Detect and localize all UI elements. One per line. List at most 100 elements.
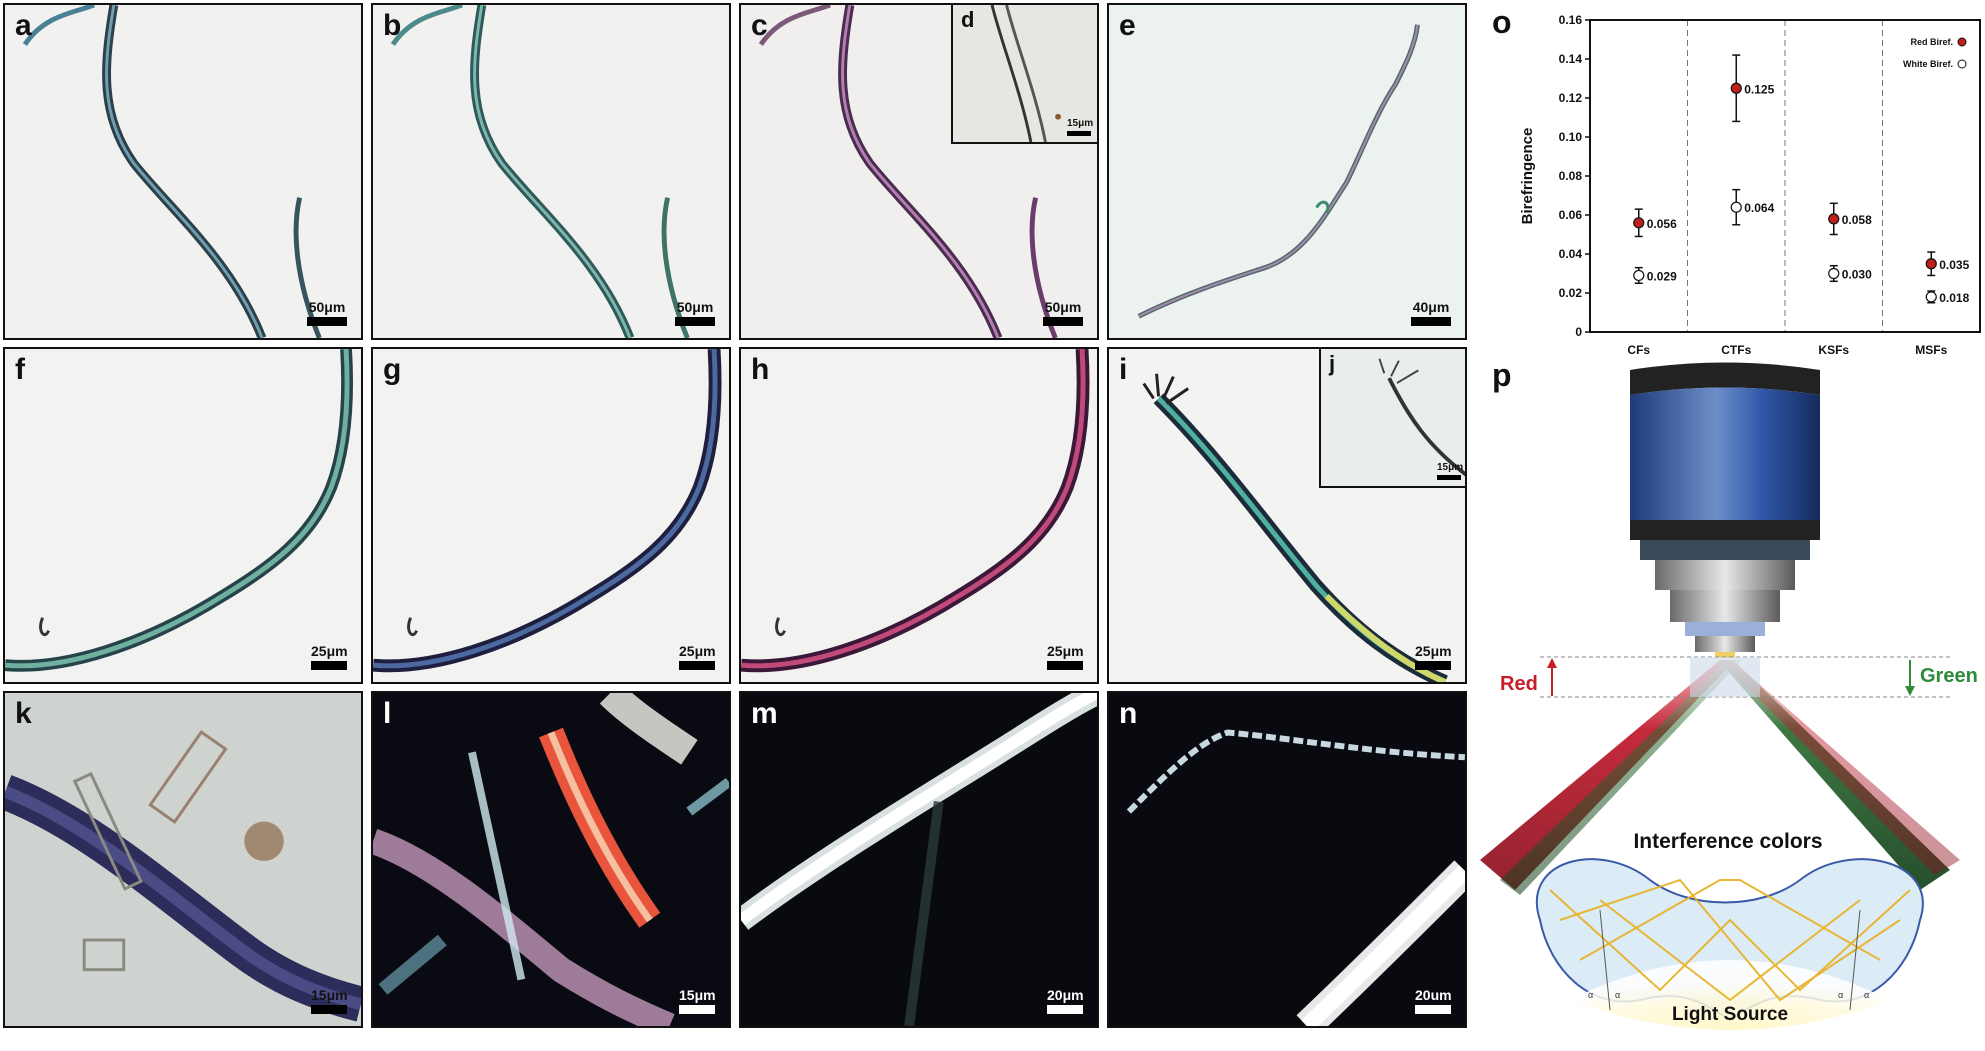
y-tick-label: 0.06 [1559,208,1583,222]
polarized-microscope-diagram: Red Green Interference colors α α α α Li… [1480,362,1978,1030]
panel-label: h [751,353,770,386]
light-source-label: Light Source [1672,1004,1788,1025]
scale-bar-label: 50μm [676,299,714,315]
panel-k: k 15μm [3,691,363,1028]
scale-bar-label: 15μm [679,987,716,1003]
scale-bar-label: 25μm [311,643,348,659]
data-label: 0.030 [1842,268,1872,282]
panel-label: b [383,9,402,42]
white-biref-point [1730,201,1742,213]
y-tick-label: 0.12 [1559,91,1583,105]
scale-bar: 25μm [1415,643,1452,670]
panel-label: a [15,9,32,42]
legend-red-marker [1957,37,1967,47]
alpha-symbol: α [1588,990,1593,1000]
scale-bar-label: 25μm [1415,643,1452,659]
panel-label: e [1119,9,1136,42]
panel-d: d 15μm [951,5,1097,144]
scale-bar: 15μm [311,987,348,1014]
red-biref-point [1828,213,1840,225]
panel-label: c [751,9,768,42]
data-label: 0.125 [1744,82,1774,96]
x-tick-label: CFs [1627,343,1650,357]
y-tick-label: 0.02 [1559,286,1583,300]
legend-red-label: Red Biref. [1910,37,1953,47]
white-biref-point [1925,291,1937,303]
x-tick-label: MSFs [1915,343,1947,357]
y-tick-label: 0.10 [1559,130,1583,144]
panel-label: l [383,697,392,730]
panel-g: g 25μm [371,347,731,684]
fiber-micrograph [741,349,1090,673]
scale-bar: 50μm [307,299,347,326]
scale-bar-label: 25μm [679,643,716,659]
panel-m: m 20μm [739,691,1099,1028]
panel-j: j 15μm [1319,349,1465,488]
scale-bar: 50μm [675,299,715,326]
panel-label: k [15,697,32,730]
panel-label: m [751,697,778,730]
x-tick-label: CTFs [1721,343,1751,357]
data-label: 0.056 [1647,217,1677,231]
panel-b: b 50μm [371,3,731,340]
fiber-micrograph [741,693,1097,1026]
red-label: Red [1500,673,1538,695]
y-axis-label: Birefringence [1519,128,1536,225]
panel-i: i 25μm j 15μm [1107,347,1467,684]
scale-bar-label: 15μm [1437,462,1464,473]
scale-bar: 25μm [679,643,716,670]
scale-bar: 15μm [679,987,716,1014]
scale-bar-label: 50μm [308,299,346,315]
data-label: 0.064 [1744,201,1774,215]
scale-bar-label: 15μm [1067,118,1094,129]
panel-e: e 40μm [1107,3,1467,340]
red-biref-point [1925,258,1937,270]
white-biref-point [1828,267,1840,280]
fiber-micrograph [1137,24,1420,319]
red-biref-point [1730,82,1742,94]
y-tick-label: 0.04 [1559,247,1583,261]
scale-bar-label: 40μm [1412,299,1450,315]
legend: Red Biref. White Biref. [1903,37,1967,69]
green-label: Green [1920,665,1978,687]
fiber-micrograph [1126,729,1465,1026]
panel-label-o: o [1492,4,1512,40]
panel-a: a 50μm [3,3,363,340]
data-label: 0.018 [1939,291,1969,305]
scale-bar-label: 20μm [1047,987,1084,1003]
scale-bar: 25μm [1047,643,1084,670]
scale-bar-label: 25μm [1047,643,1084,659]
data-label: 0.035 [1939,258,1969,272]
scale-bar: 15μm [1067,118,1094,136]
scale-bar-label: 15μm [311,987,348,1003]
fiber-micrograph [1378,358,1465,477]
panel-c: c 50μm d 15μm [739,3,1099,340]
scale-bar-label: 20um [1415,987,1452,1003]
y-tick-label: 0.14 [1559,52,1583,66]
alpha-symbol: α [1615,990,1620,1000]
interference-colors-label: Interference colors [1633,830,1822,853]
fiber-micrograph [1142,373,1448,682]
alpha-symbol: α [1838,990,1843,1000]
panel-h: h 25μm [739,347,1099,684]
panel-label: g [383,353,402,386]
fiber-micrograph [5,730,361,1022]
data-label: 0.029 [1647,269,1677,283]
panel-label: f [15,353,25,386]
panel-label: j [1329,351,1336,376]
fiber-micrograph [373,349,722,673]
panel-label: n [1119,697,1138,730]
panel-n: n 20um [1107,691,1467,1028]
fiber-micrograph [373,693,729,1026]
legend-white-label: White Biref. [1903,59,1953,69]
scale-bar: 40μm [1411,299,1451,326]
red-biref-point [1633,217,1645,229]
panel-f: f 25μm [3,347,363,684]
y-tick-label: 0.08 [1559,169,1583,183]
panel-label-p: p [1492,357,1512,393]
y-tick-label: 0.16 [1559,13,1583,27]
fiber-micrograph [5,349,353,672]
alpha-symbol: α [1864,990,1869,1000]
fiber-micrograph [390,5,690,338]
scale-bar: 20um [1415,987,1452,1014]
